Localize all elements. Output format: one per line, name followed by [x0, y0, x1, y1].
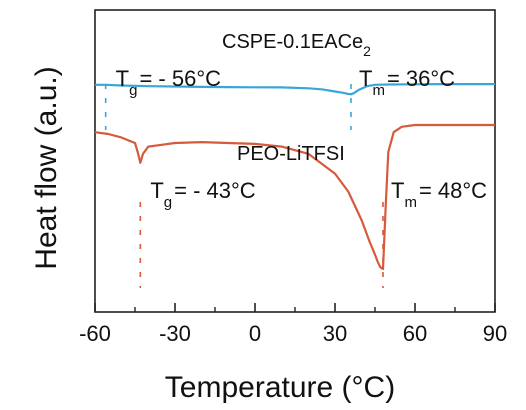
y-axis-title: Heat flow (a.u.)	[30, 66, 63, 269]
x-tick-label: 0	[249, 321, 261, 346]
tg-label: Tg= - 43°C	[150, 178, 255, 211]
series-1-title: CSPE-0.1EACe2	[222, 31, 371, 59]
tm-label: Tm= 36°C	[359, 66, 455, 99]
series-line-1	[95, 82, 495, 96]
x-tick-label: -30	[159, 321, 191, 346]
tg-label: Tg= - 56°C	[116, 66, 221, 99]
tm-label: Tm= 48°C	[391, 178, 487, 211]
x-tick-label: -60	[79, 321, 111, 346]
x-axis-ticks: -60 -30 0 30 60 90	[79, 303, 507, 346]
series-line-2	[94, 123, 495, 271]
series-layer	[94, 82, 495, 271]
annotation-layer: Tg= - 56°C Tm= 36°C Tg= - 43°C Tm= 48°C	[104, 66, 487, 288]
x-tick-label: 90	[483, 321, 507, 346]
series-2-title: PEO-LiTFSI	[237, 143, 345, 165]
x-tick-label: 60	[403, 321, 427, 346]
x-tick-label: 30	[323, 321, 347, 346]
x-axis-title: Temperature (°C)	[165, 371, 395, 404]
